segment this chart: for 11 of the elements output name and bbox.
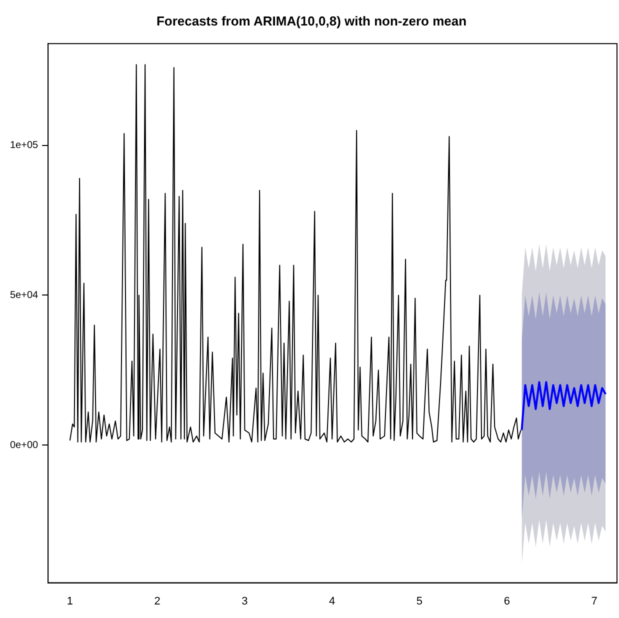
chart-title: Forecasts from ARIMA(10,0,8) with non-zero mean [156,13,467,28]
x-tick-label: 2 [154,595,160,608]
x-tick-label: 7 [591,595,598,608]
x-tick-label: 4 [329,595,336,608]
x-tick-label: 5 [416,595,423,608]
y-tick-label: 1e+05 [10,140,39,152]
x-tick-label: 1 [66,595,73,608]
x-tick-label: 6 [504,595,510,608]
y-tick-label: 0e+00 [10,440,39,451]
y-tick-label: 5e+04 [10,290,39,301]
x-tick-label: 3 [242,595,248,608]
